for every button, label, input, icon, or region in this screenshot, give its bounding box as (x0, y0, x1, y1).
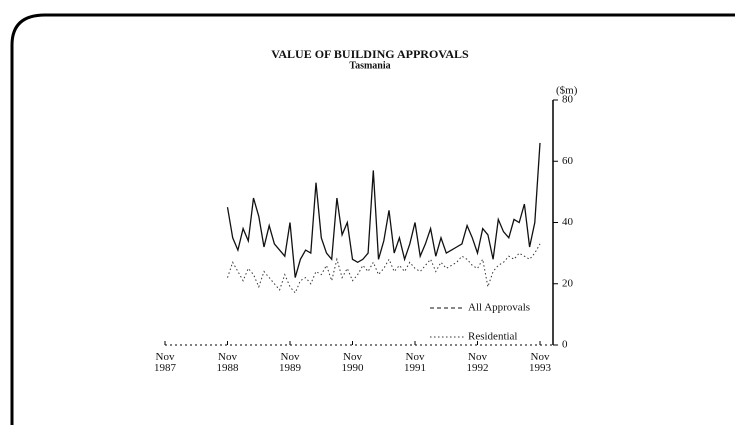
frame (10, 13, 735, 425)
y-tick-label: 60 (562, 155, 574, 167)
x-tick-label: Nov 1988 (216, 351, 239, 374)
y-tick-label: 20 (562, 277, 574, 289)
y-axis-label: ($m) (556, 85, 578, 97)
chart-title: VALUE OF BUILDING APPROVALS (271, 47, 469, 61)
y-tick-label: 80 (562, 94, 574, 106)
y-tick-label: 40 (562, 216, 574, 228)
legend-label: All Approvals (468, 302, 530, 314)
x-tick-label: Nov 1990 (341, 351, 364, 374)
x-tick-label: Nov 1989 (279, 351, 301, 374)
x-tick-label: Nov 1987 (154, 351, 176, 374)
x-tick-label: Nov 1993 (529, 351, 551, 374)
legend-label: Residential (468, 331, 518, 343)
chart-subtitle: Tasmania (349, 60, 390, 71)
series-line (226, 142, 541, 278)
x-tick-label: Nov 1991 (404, 351, 426, 374)
y-tick-label: 0 (562, 339, 568, 351)
x-tick-label: Nov 1992 (466, 351, 489, 374)
series-line (227, 243, 541, 294)
